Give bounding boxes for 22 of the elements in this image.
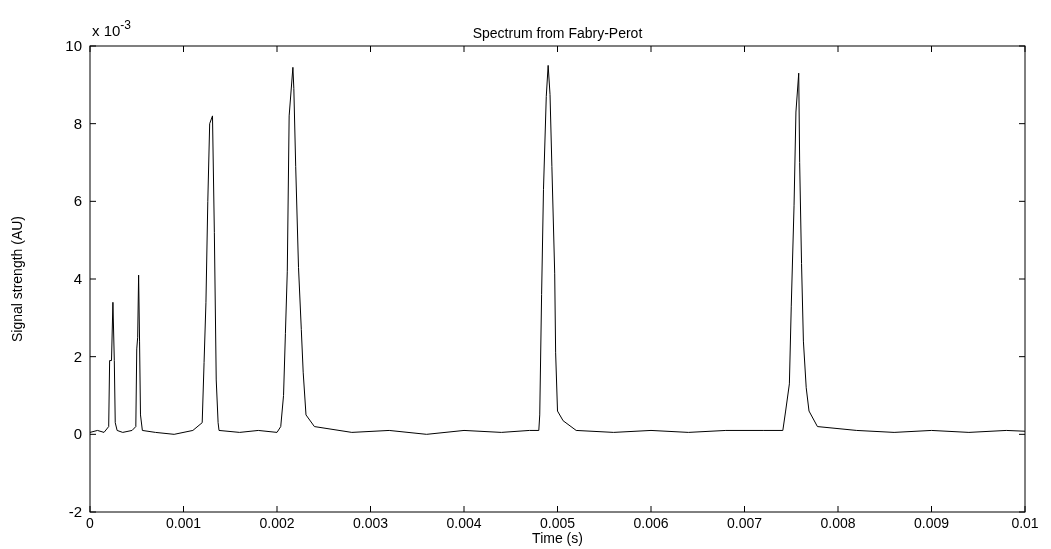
x-tick-label: 0.01 — [1011, 515, 1039, 531]
x-tick-label: 0.009 — [913, 515, 950, 531]
y-tick-label: 4 — [73, 270, 82, 287]
x-tick-label: 0.008 — [820, 515, 856, 531]
x-tick-label: 0.002 — [259, 515, 295, 531]
y-tick-label: 0 — [73, 425, 82, 443]
y-tick-label: -2 — [68, 503, 82, 520]
x-tick-label: 0 — [86, 515, 95, 531]
x-tick-label: 0.007 — [726, 515, 763, 531]
x-tick-label: 0.004 — [446, 515, 482, 531]
text: x 10$^{-3}$ — [92, 18, 132, 39]
y-tick-label: 8 — [73, 114, 82, 132]
x-tick-label: 0.001 — [165, 515, 202, 531]
x-axis-title: Time (s) — [532, 530, 583, 546]
y-tick-label: 6 — [73, 192, 82, 210]
x-tick-label: 0.005 — [539, 515, 576, 531]
y-tick-label: 10 — [65, 37, 82, 54]
y-axis-title: Signal strength (AU) — [9, 215, 25, 343]
x-tick-label: 0.003 — [352, 515, 389, 531]
chart-title: Spectrum from Fabry-Perot — [472, 25, 643, 41]
x-tick-label: 0.006 — [633, 515, 669, 531]
y-tick-label: 2 — [73, 347, 82, 365]
